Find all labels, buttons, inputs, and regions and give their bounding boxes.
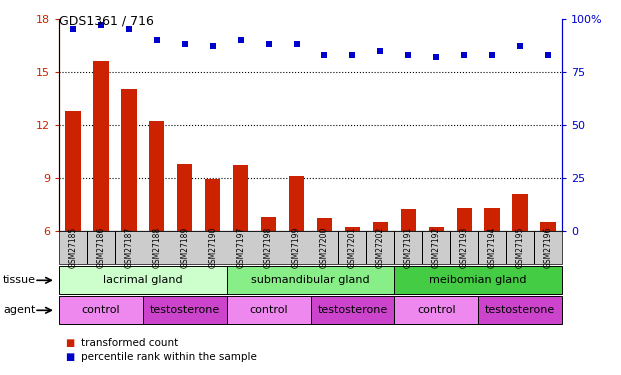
Text: GSM27201: GSM27201	[348, 227, 357, 268]
Point	[235, 37, 245, 43]
Bar	[373, 222, 388, 231]
Text: GSM27196: GSM27196	[543, 227, 553, 268]
Point	[375, 48, 385, 54]
Point	[459, 52, 469, 58]
Text: submandibular gland: submandibular gland	[251, 275, 370, 285]
Text: meibomian gland: meibomian gland	[429, 275, 527, 285]
Bar	[65, 111, 81, 231]
Text: transformed count: transformed count	[81, 338, 178, 348]
Point	[207, 43, 217, 49]
Bar	[345, 227, 360, 231]
Bar	[261, 216, 276, 231]
Bar	[512, 194, 528, 231]
Bar	[121, 89, 137, 231]
Text: GSM27193: GSM27193	[460, 227, 469, 268]
Text: lacrimal gland: lacrimal gland	[103, 275, 183, 285]
Text: GSM27190: GSM27190	[208, 227, 217, 268]
Point	[152, 37, 161, 43]
Bar	[93, 61, 109, 231]
Text: percentile rank within the sample: percentile rank within the sample	[81, 352, 256, 362]
Text: ■: ■	[65, 338, 75, 348]
Bar	[401, 209, 416, 231]
Text: GSM27198: GSM27198	[264, 227, 273, 268]
Bar	[456, 208, 472, 231]
Text: control: control	[417, 305, 456, 315]
Text: GSM27197: GSM27197	[236, 227, 245, 268]
Point	[180, 41, 190, 47]
Point	[348, 52, 358, 58]
Point	[319, 52, 329, 58]
Text: GSM27185: GSM27185	[68, 227, 78, 268]
Text: GSM27188: GSM27188	[152, 227, 161, 268]
Text: tissue: tissue	[3, 275, 36, 285]
Bar	[289, 176, 304, 231]
Text: GSM27189: GSM27189	[180, 227, 189, 268]
Point	[124, 26, 134, 32]
Text: GSM27194: GSM27194	[487, 227, 497, 268]
Text: ■: ■	[65, 352, 75, 362]
Point	[404, 52, 414, 58]
Point	[292, 41, 302, 47]
Point	[68, 26, 78, 32]
Text: GSM27187: GSM27187	[124, 227, 134, 268]
Text: testosterone: testosterone	[150, 305, 220, 315]
Bar	[177, 164, 193, 231]
Point	[263, 41, 273, 47]
Text: GSM27195: GSM27195	[515, 227, 525, 268]
Text: GDS1361 / 716: GDS1361 / 716	[59, 15, 154, 28]
Text: GSM27191: GSM27191	[404, 227, 413, 268]
Bar	[149, 121, 165, 231]
Bar	[540, 222, 556, 231]
Point	[487, 52, 497, 58]
Text: GSM27200: GSM27200	[320, 227, 329, 268]
Bar	[317, 218, 332, 231]
Text: GSM27186: GSM27186	[96, 227, 106, 268]
Text: testosterone: testosterone	[317, 305, 388, 315]
Text: control: control	[249, 305, 288, 315]
Point	[515, 43, 525, 49]
Bar	[233, 165, 248, 231]
Text: GSM27192: GSM27192	[432, 227, 441, 268]
Text: GSM27202: GSM27202	[376, 227, 385, 268]
Bar	[428, 227, 444, 231]
Text: testosterone: testosterone	[485, 305, 555, 315]
Bar	[484, 208, 500, 231]
Point	[431, 54, 441, 60]
Point	[96, 22, 106, 28]
Text: GSM27199: GSM27199	[292, 227, 301, 268]
Text: control: control	[81, 305, 120, 315]
Text: agent: agent	[3, 305, 35, 315]
Bar	[205, 179, 220, 231]
Point	[543, 52, 553, 58]
